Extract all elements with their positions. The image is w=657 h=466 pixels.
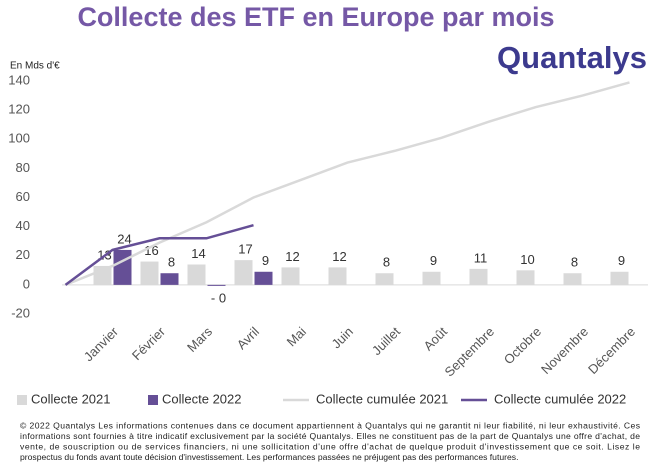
bar: [328, 267, 347, 285]
line: [65, 81, 630, 287]
y-tick-label: 140: [8, 72, 30, 87]
bar: [160, 273, 179, 285]
data-label: 8: [383, 255, 390, 270]
data-label: - 0: [211, 290, 226, 305]
footer-text: informations sont fournies à titre indic…: [20, 431, 640, 441]
legend-swatch: [148, 395, 158, 405]
data-label: 11: [474, 250, 488, 265]
data-label: 8: [168, 255, 175, 270]
data-label: 9: [430, 253, 437, 268]
bar: [516, 270, 535, 285]
footer-text: prospectus du fonds avant toute décision…: [20, 452, 518, 462]
bar: [140, 261, 159, 285]
line: [64, 223, 254, 286]
bar: [207, 284, 226, 286]
data-label: 16: [144, 243, 158, 258]
data-label: 12: [332, 249, 346, 264]
x-tick-label: Août: [421, 324, 451, 354]
x-tick-label: Mai: [284, 324, 309, 349]
y-tick-label: 80: [16, 160, 30, 175]
y-tick-label: 100: [8, 131, 30, 146]
data-label: 9: [262, 253, 269, 268]
y-tick-label: 0: [23, 276, 30, 291]
x-tick-label: Mars: [184, 324, 215, 355]
logo: Quantalys: [497, 40, 647, 75]
y-tick-label: 60: [16, 189, 30, 204]
legend-label: Collecte cumulée 2021: [316, 391, 448, 406]
bar: [254, 271, 273, 285]
data-label: 14: [191, 246, 205, 261]
bar: [187, 264, 206, 285]
legend-label: Collecte 2021: [31, 391, 111, 406]
bar: [422, 271, 441, 285]
y-axis-label: En Mds d'€: [10, 61, 60, 72]
footer-text: © 2022 Quantalys Les informations conten…: [20, 420, 640, 430]
bar: [234, 260, 253, 285]
x-tick-label: Septembre: [441, 324, 497, 380]
y-tick-label: 40: [16, 218, 30, 233]
x-tick-label: Avril: [234, 324, 262, 352]
data-label: 24: [117, 231, 131, 246]
data-label: 17: [238, 242, 252, 257]
x-tick-label: Février: [129, 323, 169, 363]
x-tick-label: Juin: [329, 324, 356, 351]
x-tick-label: Juillet: [369, 324, 403, 358]
chart-title: Collecte des ETF en Europe par mois: [77, 2, 554, 32]
x-tick-label: Décembre: [585, 324, 638, 377]
bar: [375, 273, 394, 285]
bar: [610, 271, 629, 285]
data-label: 9: [618, 253, 625, 268]
x-tick-label: Janvier: [81, 323, 122, 364]
x-tick-label: Novembre: [538, 324, 591, 377]
legend-swatch: [17, 395, 27, 405]
data-label: 12: [285, 249, 299, 264]
x-tick-label: Octobre: [501, 324, 544, 367]
bar: [113, 249, 132, 285]
y-tick-label: 20: [16, 247, 30, 262]
bar: [563, 273, 582, 285]
bar: [281, 267, 300, 285]
legend-label: Collecte cumulée 2022: [494, 391, 626, 406]
data-label: 10: [520, 252, 534, 267]
data-label: 8: [571, 255, 578, 270]
y-tick-label: 120: [8, 102, 30, 117]
legend-label: Collecte 2022: [162, 391, 242, 406]
y-tick-label: -20: [11, 305, 30, 320]
bar: [469, 268, 488, 285]
footer-text: vente, de souscription ou de services fi…: [20, 441, 640, 451]
